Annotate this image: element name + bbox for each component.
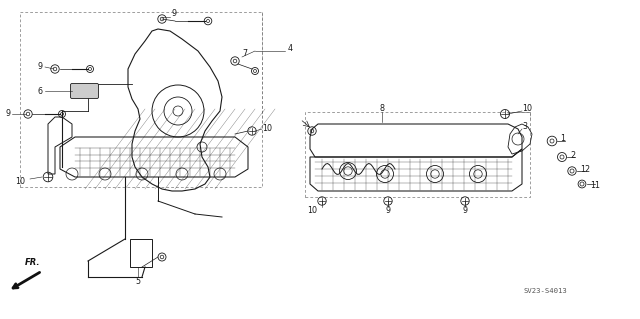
Bar	[305, 112, 530, 197]
Text: 2: 2	[570, 151, 575, 160]
Text: FR.: FR.	[25, 258, 40, 267]
Text: 9: 9	[38, 63, 43, 71]
Text: 10: 10	[307, 206, 317, 216]
Text: 6: 6	[38, 86, 43, 95]
Text: 10: 10	[15, 176, 25, 186]
Text: 9: 9	[463, 206, 468, 216]
Text: 8: 8	[380, 105, 385, 114]
Text: 12: 12	[580, 166, 590, 174]
Text: 1: 1	[560, 135, 565, 144]
Text: 3: 3	[522, 122, 527, 131]
Text: 10: 10	[262, 124, 272, 133]
Text: 10: 10	[522, 105, 532, 114]
FancyBboxPatch shape	[70, 84, 99, 99]
Text: 4: 4	[288, 44, 293, 54]
Text: 9: 9	[5, 109, 10, 118]
Text: 11: 11	[590, 182, 600, 190]
Text: 7: 7	[242, 49, 247, 58]
Text: 5: 5	[136, 277, 141, 286]
Text: 9: 9	[172, 10, 177, 19]
Bar	[20, 12, 262, 187]
Text: 9: 9	[385, 206, 390, 216]
Text: SV23-S4013: SV23-S4013	[523, 288, 567, 294]
